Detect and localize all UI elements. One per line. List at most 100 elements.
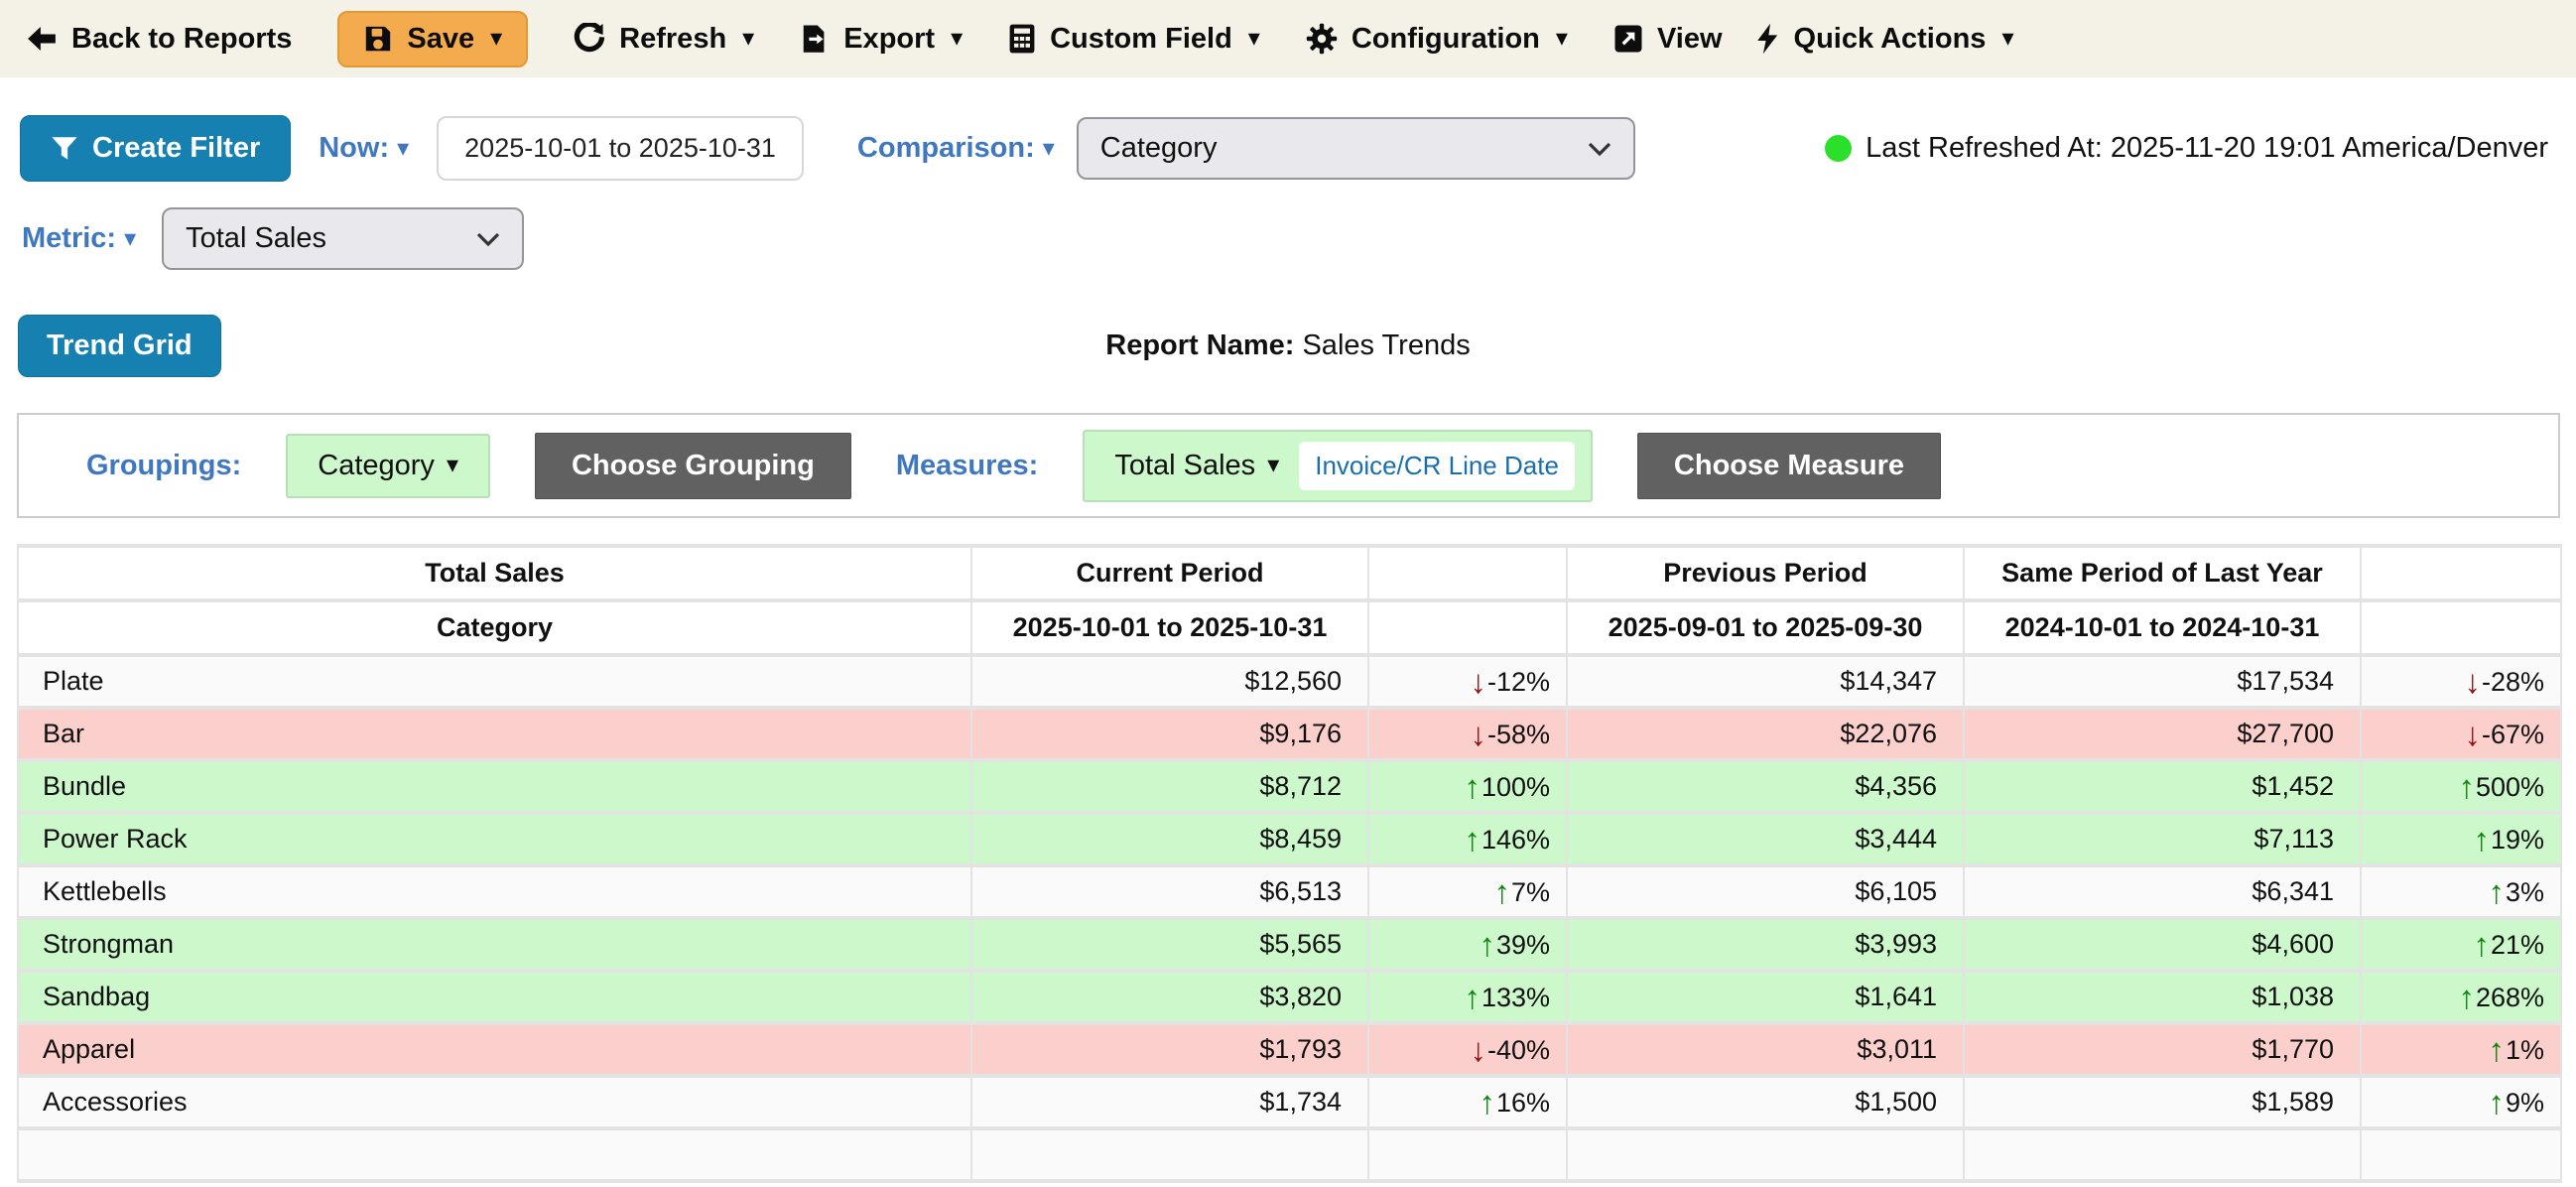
metric-select[interactable]: Total Sales xyxy=(162,207,525,270)
back-to-reports-button[interactable]: Back to Reports xyxy=(26,23,292,56)
refresh-button[interactable]: Refresh ▾ xyxy=(574,23,754,56)
custom-field-button[interactable]: Custom Field ▾ xyxy=(1008,23,1260,56)
empty-cell xyxy=(1963,1126,2362,1183)
down-arrow-icon: ↓ xyxy=(2464,715,2481,752)
header-same-period: Same Period of Last Year xyxy=(1963,544,2362,602)
top-toolbar: Back to Reports Save ▾ Refresh ▾ xyxy=(0,0,2576,77)
header-blank xyxy=(1367,544,1568,602)
down-arrow-icon: ↓ xyxy=(1470,1030,1486,1068)
empty-cell xyxy=(1566,1126,1965,1183)
grouping-measures-panel: Groupings: Category ▾ Choose Grouping Me… xyxy=(17,413,2560,518)
current-period-cell: $6,513 xyxy=(970,863,1369,920)
same-period-cell: $6,341 xyxy=(1963,863,2362,920)
current-period-cell: $3,820 xyxy=(970,969,1369,1025)
yoy-change-cell: ↑3% xyxy=(2360,863,2562,920)
table-row: Power Rack $8,459 ↑146% $3,444 $7,113 ↑19% xyxy=(17,811,2562,867)
yoy-change-cell: ↓-67% xyxy=(2360,706,2562,762)
same-period-cell: $17,534 xyxy=(1963,653,2362,710)
previous-period-cell: $1,641 xyxy=(1566,969,1965,1025)
category-cell: Apparel xyxy=(17,1021,972,1078)
up-arrow-icon: ↑ xyxy=(1479,1083,1495,1121)
header-blank xyxy=(2360,544,2562,602)
header-total-sales: Total Sales xyxy=(17,544,972,602)
trend-grid-button[interactable]: Trend Grid xyxy=(18,314,221,377)
table-header-row-1: Total Sales Current Period Previous Peri… xyxy=(17,544,2562,602)
up-arrow-icon: ↑ xyxy=(2458,978,2475,1015)
current-period-cell: $9,176 xyxy=(970,706,1369,762)
date-range-input[interactable]: 2025-10-01 to 2025-10-31 xyxy=(437,116,804,181)
same-period-cell: $1,038 xyxy=(1963,969,2362,1025)
choose-grouping-button[interactable]: Choose Grouping xyxy=(534,432,851,499)
choose-measure-button[interactable]: Choose Measure xyxy=(1636,432,1941,499)
view-button[interactable]: View xyxy=(1613,23,1723,56)
current-period-cell: $8,459 xyxy=(970,811,1369,867)
current-period-cell: $8,712 xyxy=(970,758,1369,815)
current-period-cell: $1,793 xyxy=(970,1021,1369,1078)
same-period-cell: $27,700 xyxy=(1963,706,2362,762)
header-blank xyxy=(1367,598,1568,657)
quick-actions-button[interactable]: Quick Actions ▾ xyxy=(1754,23,2013,56)
down-arrow-icon: ↓ xyxy=(2464,662,2481,700)
up-arrow-icon: ↑ xyxy=(1464,767,1481,805)
same-period-cell: $1,770 xyxy=(1963,1021,2362,1078)
header-same-range: 2024-10-01 to 2024-10-31 xyxy=(1963,598,2362,657)
caret-down-icon: ▾ xyxy=(490,25,503,52)
grouping-category-button[interactable]: Category ▾ xyxy=(286,433,490,498)
export-button[interactable]: Export ▾ xyxy=(800,23,963,56)
up-arrow-icon: ↑ xyxy=(2488,1030,2505,1068)
current-change-cell: ↓-40% xyxy=(1367,1021,1568,1078)
comparison-select[interactable]: Category xyxy=(1076,117,1635,180)
header-previous-period: Previous Period xyxy=(1566,544,1965,602)
caret-down-icon: ▾ xyxy=(124,224,137,252)
empty-cell xyxy=(1367,1126,1568,1183)
same-period-cell: $1,452 xyxy=(1963,758,2362,815)
current-change-cell: ↑146% xyxy=(1367,811,1568,867)
metric-dropdown[interactable]: Metric: ▾ xyxy=(22,222,137,254)
caret-down-icon: ▾ xyxy=(1267,452,1280,478)
status-dot-icon xyxy=(1825,135,1853,162)
yoy-change-cell: ↑19% xyxy=(2360,811,2562,867)
up-arrow-icon: ↑ xyxy=(2473,925,2490,963)
category-cell: Sandbag xyxy=(17,969,972,1025)
yoy-change-cell: ↑9% xyxy=(2360,1074,2562,1130)
previous-period-cell: $3,444 xyxy=(1566,811,1965,867)
current-period-cell: $12,560 xyxy=(970,653,1369,710)
previous-period-cell: $14,347 xyxy=(1566,653,1965,710)
header-previous-range: 2025-09-01 to 2025-09-30 xyxy=(1566,598,1965,657)
report-header-row: Trend Grid Report Name: Sales Trends xyxy=(0,312,2576,379)
export-icon xyxy=(800,23,830,55)
measure-date-field[interactable]: Invoice/CR Line Date xyxy=(1299,441,1575,490)
same-period-cell: $7,113 xyxy=(1963,811,2362,867)
table-header-row-2: Category 2025-10-01 to 2025-10-31 2025-0… xyxy=(17,598,2562,657)
create-filter-button[interactable]: Create Filter xyxy=(20,115,292,182)
save-button[interactable]: Save ▾ xyxy=(337,10,529,67)
chevron-down-icon xyxy=(1588,141,1611,157)
table-row: Bar $9,176 ↓-58% $22,076 $27,700 ↓-67% xyxy=(17,706,2562,762)
funnel-icon xyxy=(51,135,78,163)
configuration-button[interactable]: Configuration ▾ xyxy=(1306,23,1568,56)
category-cell: Power Rack xyxy=(17,811,972,867)
previous-period-cell: $3,011 xyxy=(1566,1021,1965,1078)
caret-down-icon: ▾ xyxy=(1247,25,1260,52)
up-arrow-icon: ↑ xyxy=(1464,978,1481,1015)
up-arrow-icon: ↑ xyxy=(2458,767,2475,805)
up-arrow-icon: ↑ xyxy=(1479,925,1495,963)
previous-period-cell: $1,500 xyxy=(1566,1074,1965,1130)
comparison-dropdown[interactable]: Comparison: ▾ xyxy=(856,132,1055,164)
category-cell: Plate xyxy=(17,653,972,710)
groupings-label: Groupings: xyxy=(86,449,242,481)
now-dropdown[interactable]: Now: ▾ xyxy=(319,132,410,164)
lightning-icon xyxy=(1754,23,1780,55)
current-change-cell: ↓-58% xyxy=(1367,706,1568,762)
table-body: Plate $12,560 ↓-12% $14,347 $17,534 ↓-28% Bar $… xyxy=(17,653,2562,1183)
table-row: Accessories $1,734 ↑16% $1,500 $1,589 ↑9% xyxy=(17,1074,2562,1130)
current-change-cell: ↑7% xyxy=(1367,863,1568,920)
table-row-partial xyxy=(17,1126,2562,1183)
up-arrow-icon: ↑ xyxy=(2488,1083,2505,1121)
header-category: Category xyxy=(17,598,972,657)
table-row: Plate $12,560 ↓-12% $14,347 $17,534 ↓-28% xyxy=(17,653,2562,710)
up-arrow-icon: ↑ xyxy=(1493,872,1510,910)
down-arrow-icon: ↓ xyxy=(1470,662,1486,700)
measure-button[interactable]: Total Sales ▾ Invoice/CR Line Date xyxy=(1083,429,1593,502)
trend-grid-table: Total Sales Current Period Previous Peri… xyxy=(17,544,2562,1183)
